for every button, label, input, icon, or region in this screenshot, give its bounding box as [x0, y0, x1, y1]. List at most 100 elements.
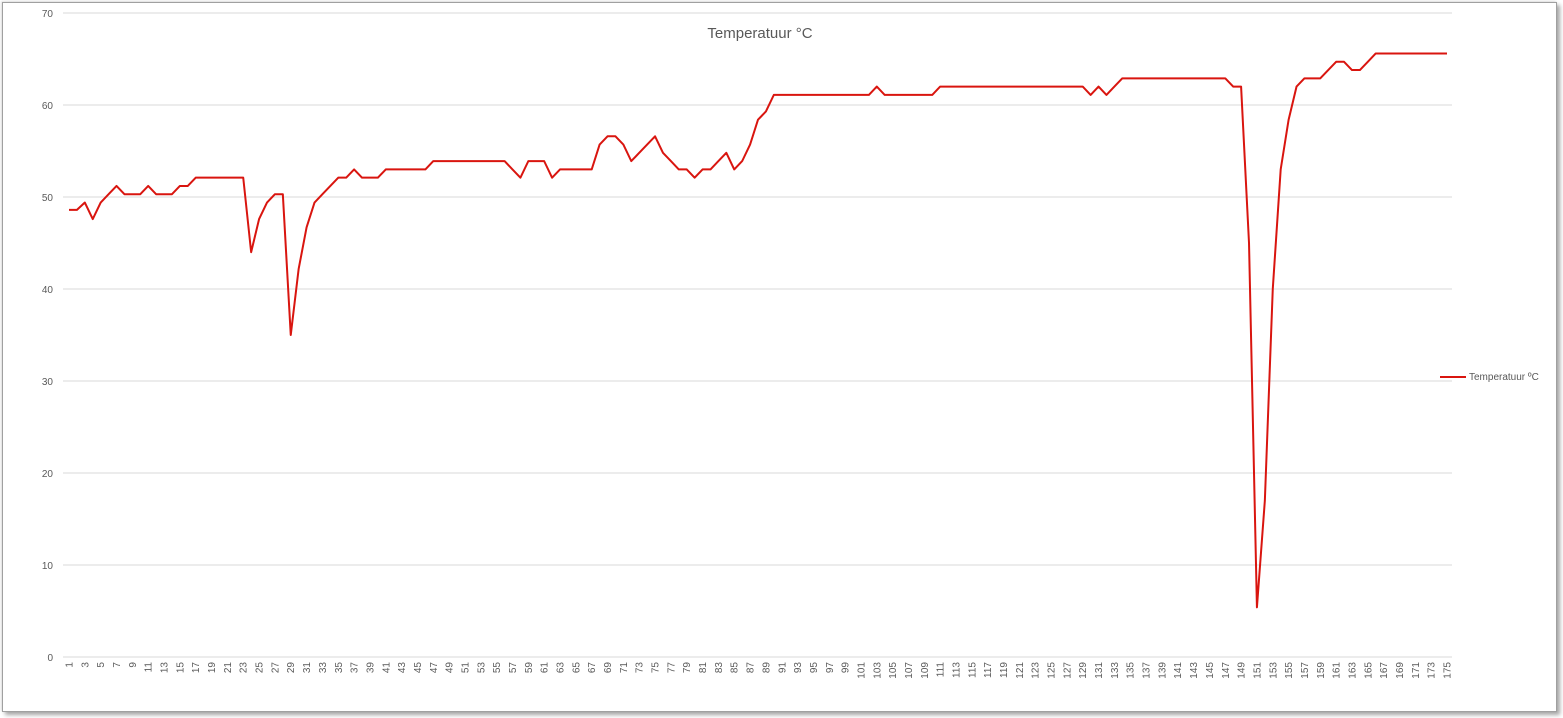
x-tick-label: 137 [1142, 662, 1153, 679]
x-tick-label: 47 [429, 662, 440, 674]
x-tick-label: 133 [1110, 662, 1121, 679]
x-tick-label: 17 [191, 662, 202, 674]
x-tick-label: 35 [334, 662, 345, 674]
x-tick-label: 131 [1094, 662, 1105, 679]
y-axis-ticks: 0 10 20 30 40 50 60 70 [42, 9, 54, 664]
x-tick-label: 19 [207, 662, 218, 674]
x-tick-label: 71 [619, 662, 630, 674]
x-tick-label: 89 [761, 662, 772, 674]
x-tick-label: 139 [1157, 662, 1168, 679]
x-tick-label: 175 [1443, 662, 1454, 679]
x-tick-label: 61 [540, 662, 551, 674]
y-tick-label: 60 [42, 101, 54, 112]
x-tick-label: 7 [112, 662, 123, 668]
x-tick-label: 159 [1316, 662, 1327, 679]
x-tick-label: 79 [682, 662, 693, 674]
x-tick-label: 149 [1237, 662, 1248, 679]
x-tick-label: 55 [492, 662, 503, 674]
y-tick-label: 20 [42, 469, 54, 480]
x-tick-label: 65 [571, 662, 582, 674]
x-tick-label: 69 [603, 662, 614, 674]
series-line-temperatuur [69, 52, 1447, 609]
x-tick-label: 13 [160, 662, 171, 674]
x-tick-label: 33 [318, 662, 329, 674]
x-tick-label: 53 [476, 662, 487, 674]
x-tick-label: 117 [983, 662, 994, 678]
legend-label: Temperatuur ºC [1469, 372, 1539, 383]
x-tick-label: 141 [1173, 662, 1184, 679]
x-tick-label: 173 [1427, 662, 1438, 679]
x-tick-label: 121 [1015, 662, 1026, 679]
x-tick-label: 15 [175, 662, 186, 674]
x-tick-label: 103 [872, 662, 883, 679]
x-tick-label: 101 [856, 662, 867, 679]
x-tick-label: 109 [920, 662, 931, 679]
x-tick-label: 135 [1126, 662, 1137, 679]
legend: Temperatuur ºC [1440, 372, 1539, 383]
y-tick-label: 30 [42, 377, 54, 388]
x-tick-label: 151 [1252, 662, 1263, 679]
x-tick-label: 51 [460, 662, 471, 674]
y-tick-label: 70 [42, 9, 54, 20]
x-tick-label: 5 [96, 662, 107, 668]
y-tick-label: 10 [42, 561, 54, 572]
x-tick-label: 49 [445, 662, 456, 674]
x-tick-label: 97 [825, 662, 836, 674]
x-tick-label: 81 [698, 662, 709, 674]
x-tick-label: 83 [714, 662, 725, 674]
x-tick-label: 39 [365, 662, 376, 674]
x-tick-label: 91 [777, 662, 788, 674]
x-tick-label: 31 [302, 662, 313, 674]
x-tick-label: 63 [556, 662, 567, 674]
x-tick-label: 155 [1284, 662, 1295, 679]
x-tick-label: 147 [1221, 662, 1232, 679]
x-tick-label: 59 [524, 662, 535, 674]
x-tick-label: 143 [1189, 662, 1200, 679]
x-tick-label: 167 [1379, 662, 1390, 679]
x-tick-label: 125 [1047, 662, 1058, 679]
x-tick-label: 161 [1332, 662, 1343, 679]
x-tick-label: 11 [144, 662, 155, 673]
x-tick-label: 163 [1347, 662, 1358, 679]
x-tick-label: 87 [746, 662, 757, 674]
x-tick-label: 57 [508, 662, 519, 674]
x-tick-label: 67 [587, 662, 598, 674]
x-tick-label: 29 [286, 662, 297, 674]
chart-title: Temperatuur °C [707, 25, 812, 42]
x-tick-label: 105 [888, 662, 899, 679]
x-tick-label: 27 [270, 662, 281, 674]
x-tick-label: 115 [967, 662, 978, 678]
x-tick-label: 77 [666, 662, 677, 674]
x-axis-ticks: 1 3 5 7 9 11 13 15 17 19 21 23 25 27 29 31 33 35 37 39 41 43 4… [65, 662, 1454, 679]
x-tick-label: 113 [951, 662, 962, 678]
x-tick-label: 21 [223, 662, 234, 674]
x-tick-label: 75 [651, 662, 662, 674]
x-tick-label: 129 [1078, 662, 1089, 679]
x-tick-label: 99 [841, 662, 852, 674]
x-tick-label: 169 [1395, 662, 1406, 679]
x-tick-label: 73 [635, 662, 646, 674]
y-tick-label: 0 [47, 653, 53, 664]
y-tick-label: 40 [42, 285, 54, 296]
x-tick-label: 85 [730, 662, 741, 674]
x-tick-label: 95 [809, 662, 820, 674]
x-tick-label: 41 [381, 662, 392, 674]
x-tick-label: 171 [1411, 662, 1422, 679]
x-tick-label: 1 [65, 662, 76, 668]
x-tick-label: 165 [1363, 662, 1374, 679]
x-tick-label: 43 [397, 662, 408, 674]
x-tick-label: 107 [904, 662, 915, 679]
x-tick-label: 157 [1300, 662, 1311, 679]
x-tick-label: 45 [413, 662, 424, 674]
x-tick-label: 9 [128, 662, 139, 668]
x-tick-label: 145 [1205, 662, 1216, 679]
x-tick-label: 23 [239, 662, 250, 674]
x-tick-label: 119 [999, 662, 1010, 678]
x-tick-label: 111 [936, 662, 947, 678]
x-tick-label: 123 [1031, 662, 1042, 679]
x-tick-label: 93 [793, 662, 804, 674]
x-tick-label: 37 [350, 662, 361, 674]
gridlines [63, 12, 1452, 566]
